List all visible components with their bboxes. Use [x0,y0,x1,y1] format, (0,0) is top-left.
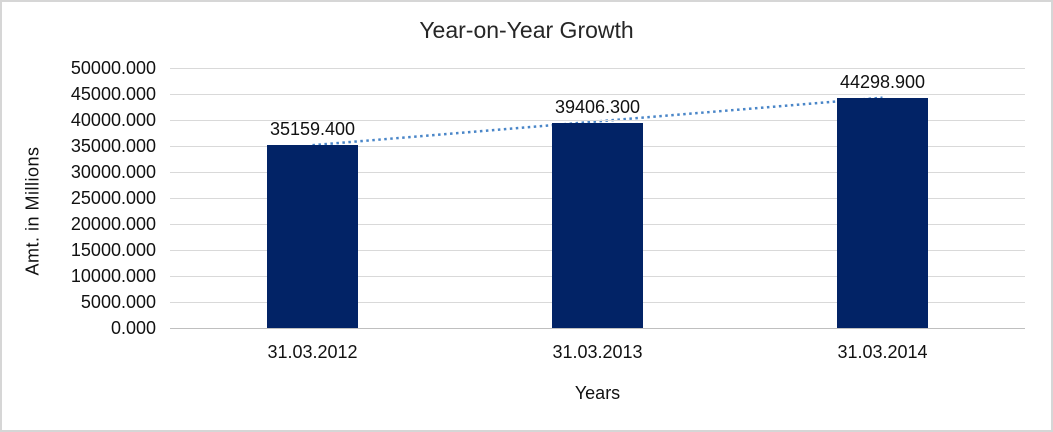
gridline [170,119,1025,121]
y-tick-label: 20000.000 [70,214,156,234]
y-tick-label: 10000.000 [70,266,156,286]
y-tick-label: 0.000 [110,318,156,338]
y-tick-label: 5000.000 [80,292,156,312]
gridline [170,93,1025,95]
y-tick-label: 45000.000 [70,84,156,104]
bar [837,97,928,328]
y-tick-label: 30000.000 [70,162,156,182]
chart-title: Year-on-Year Growth [419,17,634,43]
x-axis-line [170,327,1025,329]
bar-data-label: 39406.300 [554,97,641,118]
x-tick-label: 31.03.2013 [552,342,643,362]
y-tick-label: 15000.000 [70,240,156,260]
x-axis-title: Years [574,383,621,403]
y-tick-label: 25000.000 [70,188,156,208]
gridline [170,67,1025,69]
y-tick-label: 40000.000 [70,110,156,130]
y-tick-label: 35000.000 [70,136,156,156]
x-tick-label: 31.03.2014 [837,342,928,362]
y-tick-label: 50000.000 [70,58,156,78]
bar [552,123,643,328]
bar-data-label: 44298.900 [839,71,926,92]
bar-data-label: 35159.400 [269,119,356,140]
x-tick-label: 31.03.2012 [267,342,358,362]
bar [267,145,358,328]
